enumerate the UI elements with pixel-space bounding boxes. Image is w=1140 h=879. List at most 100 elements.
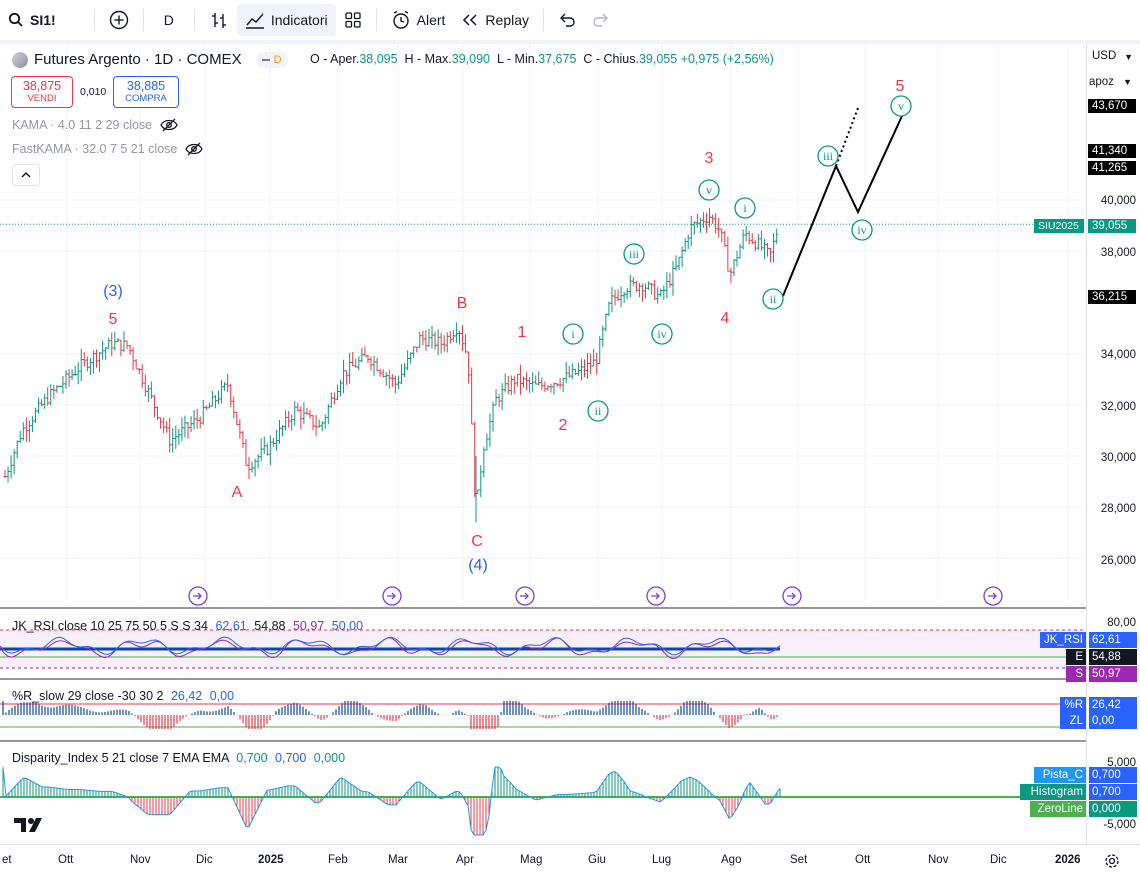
grid-icon [344, 12, 361, 28]
scale-mode-selector[interactable]: apoz ▼ [1089, 76, 1132, 88]
divider [142, 9, 144, 31]
rsi-legend[interactable]: JK_RSI close 10 25 75 50 5 S S 34 62,61 … [12, 619, 363, 633]
event-marker-arrow [651, 592, 660, 600]
buy-button[interactable]: 38,885 COMPRA [113, 76, 179, 108]
wave-label-b: B [457, 295, 468, 312]
price-axis[interactable] [1086, 44, 1140, 844]
wr-legend[interactable]: %R_slow 29 close -30 30 2 26,42 0,00 [12, 689, 234, 703]
wr-tag-value: 26,42 [1089, 697, 1137, 713]
rsi-line [0, 636, 781, 656]
alarm-clock-icon [392, 10, 409, 29]
rsi-tag-value: 62,61 [1089, 632, 1137, 648]
wave-label-i: i [571, 327, 575, 341]
eye-hidden-icon[interactable] [185, 142, 204, 156]
wr-zero-value: 0,00 [209, 689, 235, 703]
buy-price: 38,885 [126, 79, 166, 93]
eye-hidden-icon[interactable] [160, 118, 178, 132]
wave-label-3: 3 [705, 150, 714, 167]
chevron-down-icon: ▼ [1123, 77, 1133, 87]
currency-selector[interactable]: USD ▼ [1089, 50, 1137, 68]
time-tick: Lug [652, 854, 672, 866]
symbol-legend[interactable]: Futures Argento · 1D · COMEX D [12, 51, 288, 68]
silver-logo-icon [12, 51, 28, 68]
open-label: O - Aper. [310, 52, 360, 66]
indicators-icon [245, 13, 264, 29]
symbol-label: SI1! [30, 12, 56, 28]
rsi-ema-value: 54,88 [254, 619, 286, 633]
indicators-label: Indicatori [270, 12, 328, 28]
rsi-label: JK_RSI close 10 25 75 50 5 S S 34 [12, 619, 208, 633]
wave-label-iv-2: iv [857, 223, 866, 237]
wave-label-iii-circle [623, 243, 645, 265]
sell-label: VENDI [27, 93, 57, 104]
top-toolbar: SI1! D Indicatori Alert Replay [0, 0, 1140, 44]
alert-label: Alert [416, 12, 446, 28]
alert-button[interactable]: Alert [383, 4, 454, 36]
chevron-up-icon [21, 172, 31, 178]
time-axis[interactable]: et Ott Nov Dic 2025 Feb Mar Apr Mag Giu … [0, 844, 1140, 879]
price-tick: 32,000 [1100, 401, 1136, 413]
disparity-label: Disparity_Index 5 21 close 7 EMA EMA [12, 751, 229, 765]
symbol-tag: SIU2025 [1034, 219, 1084, 233]
bars-chart-icon [211, 13, 226, 28]
histogram-tag-label: Histogram [1020, 784, 1086, 800]
market-status-badge: D [255, 51, 288, 68]
time-tick: Ott [58, 854, 74, 866]
fastkama-legend[interactable]: FastKAMA · 32.0 7 5 21 close [12, 142, 204, 156]
kama-legend[interactable]: KAMA · 4.0 11 2 29 close [12, 118, 178, 132]
price-tick: 34,000 [1100, 349, 1136, 361]
kama-label: KAMA · 4.0 11 2 29 close [12, 118, 153, 132]
wave-label-iii-2: iii [823, 149, 834, 163]
time-tick: 2025 [258, 854, 284, 866]
rsi-axis-top: 80,00 [1107, 617, 1136, 629]
wave-label-1: 1 [518, 324, 527, 341]
wave-label-2: 2 [559, 417, 568, 434]
indicators-button[interactable]: Indicatori [236, 4, 336, 36]
replay-button[interactable]: Replay [453, 4, 537, 36]
collapse-legend-button[interactable] [12, 164, 40, 186]
wave-label-iii-2-circle [817, 145, 839, 167]
time-tick: Ago [721, 854, 742, 866]
symbol-search-button[interactable]: SI1! [0, 4, 64, 36]
disparity-legend[interactable]: Disparity_Index 5 21 close 7 EMA EMA 0,7… [12, 751, 345, 765]
compare-add-button[interactable] [101, 4, 137, 36]
disparity-zero-value: 0,000 [313, 751, 346, 765]
legend-title: Futures Argento · 1D · COMEX [34, 51, 242, 68]
sell-button[interactable]: 38,875 VENDI [11, 76, 73, 108]
time-tick: Ott [855, 854, 871, 866]
time-tick: Mag [520, 854, 543, 866]
chart-type-button[interactable] [201, 4, 237, 36]
undo-button[interactable] [550, 4, 584, 36]
wave-label-4-blue: (4) [468, 557, 488, 574]
layouts-button[interactable] [336, 4, 370, 36]
wave-label-i-circle [562, 323, 584, 345]
time-tick: Nov [928, 854, 949, 866]
time-tick: Nov [130, 854, 151, 866]
divider [543, 9, 545, 31]
rsi-tag-label: JK_RSI [1040, 632, 1086, 648]
tradingview-logo[interactable] [14, 815, 46, 838]
tradingview-logo-icon [14, 818, 42, 832]
price-tick: 28,000 [1100, 503, 1136, 515]
event-marker-arrow [988, 592, 997, 600]
settings-gear-icon[interactable] [1104, 853, 1120, 869]
wave-label-iv-circle [651, 323, 673, 345]
wr-tag-label: %R [1060, 697, 1086, 713]
search-icon [8, 12, 23, 27]
rsi-value: 62,61 [215, 619, 247, 633]
time-tick: Dic [196, 854, 213, 866]
time-tick: Mar [388, 854, 408, 866]
wave-label-ii-circle [587, 400, 609, 422]
wave-label-ii: ii [595, 404, 602, 418]
zl-tag-value: 0,00 [1089, 713, 1137, 729]
wave-label-5: 5 [109, 311, 118, 328]
buy-label: COMPRA [125, 93, 167, 104]
disparity-hist-value: 0,700 [275, 751, 307, 765]
wave-label-iv-2-circle [851, 219, 873, 241]
rsi-signal-value: 50,97 [292, 619, 325, 633]
redo-button[interactable] [584, 4, 618, 36]
price-tag-36215: 36,215 [1088, 290, 1136, 304]
spread-value: 0,010 [80, 86, 107, 98]
interval-button[interactable]: D [150, 4, 188, 36]
